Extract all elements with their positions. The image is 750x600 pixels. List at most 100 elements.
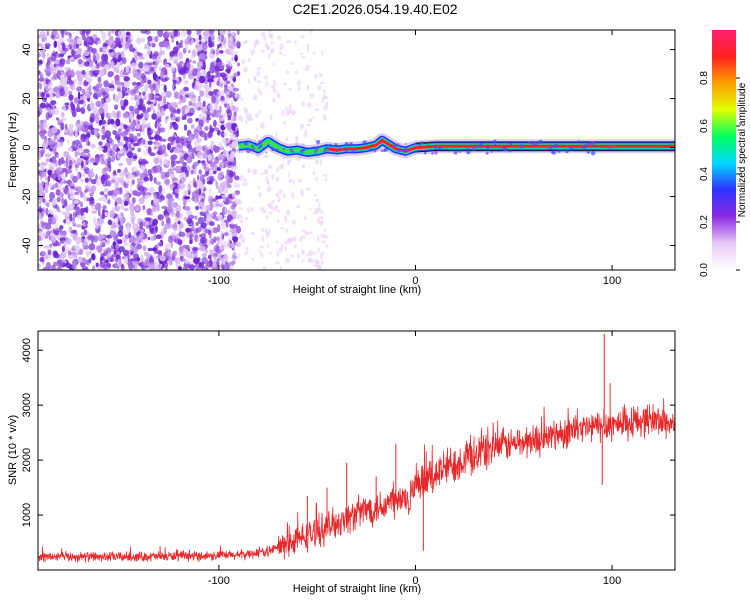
- noise-blob: [218, 142, 223, 149]
- noise-blob: [296, 205, 301, 209]
- noise-blob: [297, 178, 302, 183]
- signal-speckle: [503, 147, 508, 152]
- noise-blob: [74, 150, 78, 158]
- noise-blob: [198, 61, 203, 67]
- noise-blob: [177, 220, 181, 225]
- noise-blob: [309, 92, 312, 99]
- noise-blob: [227, 59, 232, 66]
- noise-blob: [40, 91, 45, 98]
- noise-blob: [71, 219, 76, 226]
- noise-blob: [272, 87, 277, 93]
- noise-blob: [78, 147, 85, 152]
- noise-blob: [100, 119, 106, 125]
- noise-blob: [144, 217, 152, 222]
- noise-blob: [282, 193, 287, 199]
- noise-blob: [54, 253, 60, 259]
- noise-blob: [281, 110, 285, 117]
- noise-blob: [95, 178, 102, 186]
- noise-blob: [318, 221, 323, 226]
- noise-blob: [247, 77, 250, 84]
- noise-blob: [147, 140, 153, 146]
- noise-blob: [149, 229, 155, 235]
- noise-blob: [210, 145, 214, 152]
- noise-blob: [216, 258, 220, 267]
- noise-blob: [207, 154, 212, 162]
- noise-blob: [223, 50, 227, 53]
- noise-blob: [130, 244, 134, 250]
- signal-speckle: [271, 147, 275, 152]
- noise-blob: [130, 62, 137, 69]
- noise-blob: [116, 111, 120, 118]
- noise-blob: [233, 224, 238, 229]
- noise-blob: [109, 40, 116, 49]
- noise-blob: [139, 98, 144, 106]
- noise-blob: [68, 90, 73, 96]
- noise-blob: [173, 30, 178, 37]
- noise-blob: [178, 231, 186, 237]
- noise-blob: [314, 137, 317, 143]
- noise-blob: [76, 214, 82, 219]
- noise-blob: [205, 30, 210, 35]
- noise-blob: [207, 104, 214, 110]
- noise-blob: [225, 95, 230, 103]
- noise-blob: [114, 181, 119, 190]
- signal-speckle: [581, 147, 585, 151]
- noise-blob: [45, 90, 49, 94]
- noise-blob: [230, 204, 236, 210]
- noise-blob: [86, 197, 93, 202]
- noise-blob: [233, 106, 239, 113]
- noise-blob: [56, 117, 59, 121]
- noise-blob: [265, 45, 270, 49]
- noise-blob: [44, 175, 48, 181]
- noise-blob: [187, 183, 191, 192]
- signal-speckle: [423, 151, 427, 155]
- noise-blob: [153, 197, 160, 206]
- noise-blob: [138, 95, 142, 100]
- noise-blob: [44, 181, 49, 189]
- noise-blob: [260, 252, 264, 258]
- noise-blob: [168, 257, 173, 266]
- noise-blob: [206, 180, 213, 185]
- noise-blob: [117, 150, 124, 154]
- noise-blob: [123, 200, 129, 206]
- noise-blob: [163, 84, 167, 93]
- noise-blob: [225, 80, 231, 85]
- signal-speckle: [265, 151, 268, 154]
- noise-blob: [58, 64, 64, 68]
- noise-blob: [59, 53, 65, 58]
- noise-blob: [213, 119, 217, 128]
- noise-blob: [170, 173, 175, 178]
- noise-blob: [83, 50, 90, 57]
- noise-blob: [152, 247, 157, 252]
- noise-blob: [129, 188, 133, 195]
- noise-blob: [120, 38, 124, 42]
- noise-blob: [163, 40, 170, 48]
- noise-blob: [38, 124, 45, 129]
- noise-blob: [91, 168, 94, 177]
- noise-blob: [196, 126, 200, 131]
- noise-blob: [118, 30, 121, 38]
- noise-blob: [189, 239, 193, 245]
- noise-blob: [180, 30, 187, 37]
- noise-blob: [179, 156, 184, 165]
- noise-blob: [38, 34, 42, 39]
- noise-blob: [214, 109, 221, 118]
- signal-speckle: [551, 151, 554, 154]
- noise-blob: [51, 52, 56, 56]
- noise-blob: [220, 238, 225, 242]
- noise-blob: [160, 111, 165, 116]
- noise-blob: [216, 129, 221, 136]
- noise-blob: [156, 111, 160, 118]
- noise-blob: [294, 244, 297, 249]
- noise-blob: [87, 125, 94, 131]
- signal-speckle: [465, 146, 468, 149]
- noise-blob: [306, 187, 311, 191]
- y-tick-label: 4000: [21, 338, 33, 362]
- noise-blob: [38, 185, 44, 192]
- noise-blob: [198, 34, 202, 41]
- noise-blob: [93, 73, 98, 78]
- noise-blob: [104, 266, 108, 270]
- noise-blob: [137, 147, 142, 153]
- noise-blob: [41, 146, 46, 155]
- noise-blob: [61, 245, 65, 252]
